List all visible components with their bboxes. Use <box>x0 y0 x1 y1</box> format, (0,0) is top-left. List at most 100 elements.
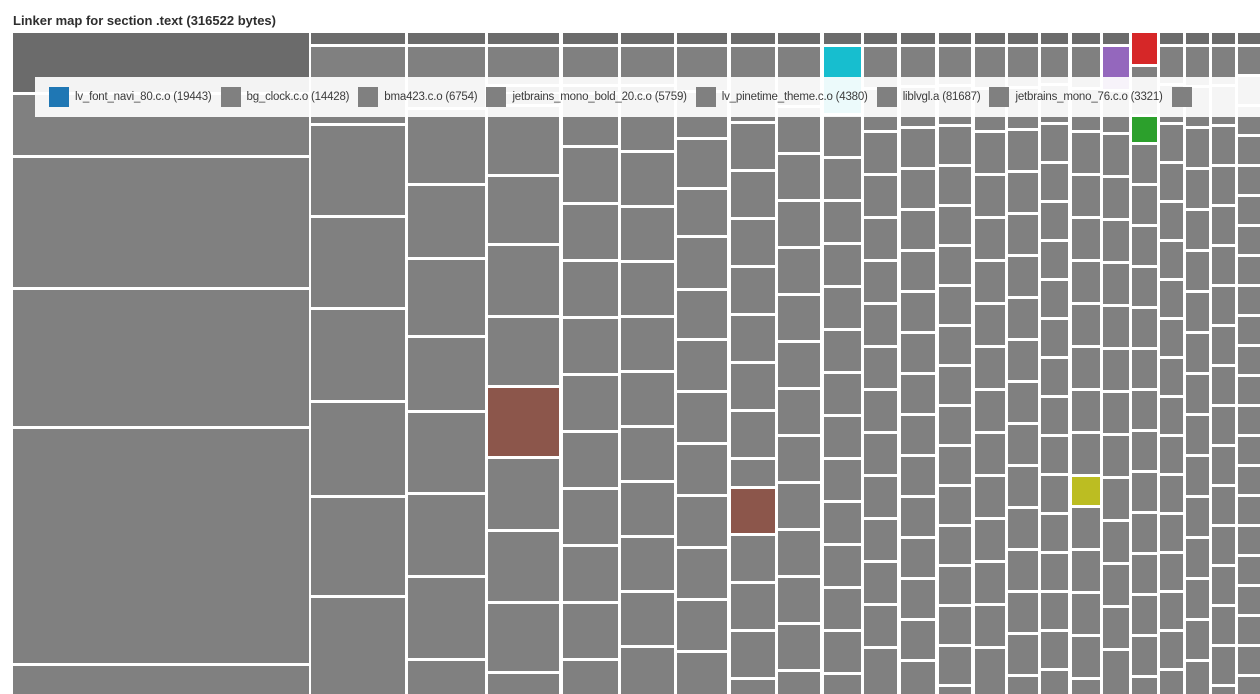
treemap-cell[interactable] <box>1186 47 1209 85</box>
treemap-cell[interactable] <box>1160 203 1183 239</box>
treemap-cell[interactable] <box>1160 593 1183 629</box>
treemap-cell[interactable] <box>778 390 820 434</box>
treemap-cell[interactable] <box>621 153 674 205</box>
treemap-cell[interactable] <box>1212 607 1235 644</box>
treemap-cell[interactable] <box>939 447 971 484</box>
treemap-cell[interactable] <box>408 495 485 575</box>
treemap-cell[interactable] <box>621 538 674 590</box>
treemap-cell[interactable] <box>488 318 559 385</box>
treemap-cell[interactable] <box>824 331 861 371</box>
treemap-cell[interactable] <box>731 316 775 361</box>
treemap-cell[interactable] <box>1103 135 1129 175</box>
treemap-cell[interactable] <box>1008 131 1038 170</box>
treemap-cell[interactable] <box>864 133 897 173</box>
treemap-cell[interactable] <box>975 520 1005 560</box>
treemap-cell[interactable] <box>1072 680 1100 694</box>
treemap-cell[interactable] <box>939 607 971 644</box>
treemap-cell[interactable] <box>778 343 820 387</box>
treemap-cell[interactable] <box>1238 167 1260 194</box>
treemap-cell[interactable] <box>1132 186 1157 224</box>
treemap-cell[interactable] <box>939 287 971 324</box>
treemap-cell[interactable] <box>488 459 559 529</box>
treemap-cell[interactable] <box>975 563 1005 603</box>
treemap-cell[interactable] <box>1041 515 1068 551</box>
treemap-cell[interactable] <box>824 632 861 672</box>
treemap-cell[interactable] <box>13 429 309 663</box>
treemap-cell[interactable] <box>975 219 1005 259</box>
treemap-cell[interactable] <box>408 661 485 694</box>
treemap-cell[interactable] <box>1238 677 1260 694</box>
treemap-cell[interactable] <box>1008 215 1038 254</box>
treemap-cell[interactable] <box>778 202 820 246</box>
treemap-cell[interactable] <box>1238 647 1260 674</box>
treemap-cell[interactable] <box>864 262 897 302</box>
treemap-cell[interactable] <box>563 433 618 487</box>
treemap-cell[interactable] <box>1103 608 1129 648</box>
treemap-cell[interactable] <box>901 539 935 577</box>
treemap-cell[interactable] <box>1186 457 1209 495</box>
treemap-cell[interactable] <box>939 647 971 684</box>
treemap-cell[interactable] <box>488 674 559 694</box>
treemap-cell[interactable] <box>901 580 935 618</box>
treemap-cell[interactable] <box>1238 197 1260 224</box>
treemap-cell[interactable] <box>901 662 935 694</box>
treemap-cell[interactable] <box>1212 527 1235 564</box>
treemap-cell[interactable] <box>1132 514 1157 552</box>
treemap-cell[interactable] <box>731 268 775 313</box>
treemap-cell[interactable] <box>1212 567 1235 604</box>
treemap-cell[interactable] <box>824 288 861 328</box>
treemap-cell[interactable] <box>975 133 1005 173</box>
treemap-cell[interactable] <box>677 393 727 442</box>
treemap-cell[interactable] <box>1041 398 1068 434</box>
treemap-cell[interactable] <box>311 218 405 307</box>
treemap-cell[interactable] <box>311 403 405 495</box>
treemap-cell[interactable] <box>677 497 727 546</box>
treemap-cell[interactable] <box>563 148 618 202</box>
treemap-cell[interactable] <box>731 412 775 457</box>
treemap-cell[interactable] <box>408 186 485 257</box>
treemap-cell[interactable] <box>1072 391 1100 431</box>
treemap-cell[interactable] <box>1160 359 1183 395</box>
treemap-cell[interactable] <box>901 416 935 454</box>
treemap-cell[interactable] <box>621 593 674 645</box>
treemap-cell[interactable] <box>1212 367 1235 404</box>
treemap-cell[interactable] <box>1103 522 1129 562</box>
treemap-cell[interactable] <box>677 190 727 235</box>
treemap-cell[interactable] <box>939 687 971 694</box>
treemap-cell[interactable] <box>1041 632 1068 668</box>
treemap-cell[interactable] <box>778 484 820 528</box>
treemap-cell[interactable] <box>975 262 1005 302</box>
treemap-cell[interactable] <box>1212 127 1235 164</box>
treemap-cell[interactable] <box>1041 476 1068 512</box>
treemap-cell[interactable] <box>1041 593 1068 629</box>
treemap-cell[interactable] <box>731 584 775 629</box>
treemap-cell[interactable] <box>975 305 1005 345</box>
treemap-cell[interactable] <box>1238 557 1260 584</box>
treemap-cell[interactable] <box>1212 207 1235 244</box>
treemap-cell[interactable] <box>778 672 820 694</box>
treemap-cell[interactable] <box>408 110 485 183</box>
treemap-cell[interactable] <box>778 531 820 575</box>
treemap-cell[interactable] <box>677 445 727 494</box>
treemap-cell[interactable] <box>1186 580 1209 618</box>
treemap-cell[interactable] <box>975 606 1005 646</box>
treemap-cell[interactable] <box>1186 211 1209 249</box>
treemap-cell[interactable] <box>1072 305 1100 345</box>
treemap-cell[interactable] <box>677 653 727 694</box>
treemap-cell[interactable] <box>824 202 861 242</box>
treemap-cell[interactable] <box>408 260 485 335</box>
treemap-cell[interactable] <box>1132 145 1157 183</box>
treemap-cell[interactable] <box>1041 320 1068 356</box>
treemap-cell[interactable] <box>563 661 618 694</box>
treemap-cell[interactable] <box>975 348 1005 388</box>
treemap-cell[interactable] <box>1238 227 1260 254</box>
treemap-cell[interactable] <box>677 341 727 390</box>
treemap-cell[interactable] <box>939 247 971 284</box>
treemap-cell[interactable] <box>488 532 559 601</box>
treemap-cell[interactable] <box>1238 407 1260 434</box>
treemap-cell[interactable] <box>864 477 897 517</box>
treemap-cell[interactable] <box>939 167 971 204</box>
treemap-cell[interactable] <box>1238 617 1260 644</box>
treemap-cell[interactable] <box>1160 632 1183 668</box>
treemap-cell[interactable] <box>1186 498 1209 536</box>
